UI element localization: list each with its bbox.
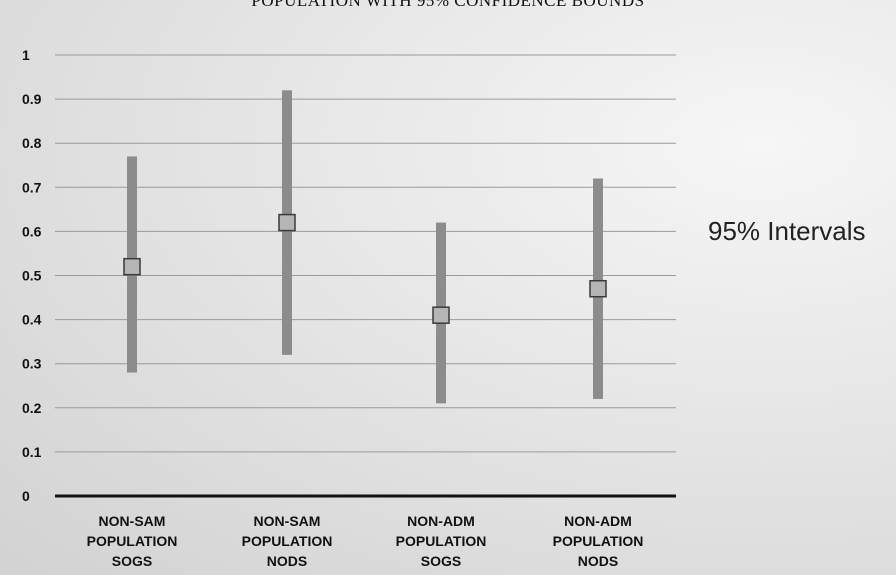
- y-tick-label: 0: [22, 488, 30, 504]
- chart-title: POPULATION WITH 95% CONFIDENCE BOUNDS: [251, 0, 645, 10]
- estimate-markers: [123, 213, 607, 324]
- estimate-marker: [432, 306, 450, 324]
- estimate-marker: [589, 279, 607, 298]
- legend-label: 95% Intervals: [708, 216, 866, 246]
- y-tick-label: 0.3: [22, 356, 42, 372]
- x-tick-label: NON-ADM POPULATION SOGS: [396, 513, 487, 569]
- y-tick-label: 1: [22, 47, 30, 63]
- x-axis-ticks: NON-SAM POPULATION SOGS NON-SAM POPULATION NO…: [87, 513, 644, 569]
- y-tick-label: 0.1: [22, 444, 42, 460]
- y-tick-label: 0.8: [22, 135, 42, 151]
- y-tick-label: 0.2: [22, 400, 42, 416]
- x-tick-label: NON-SAM POPULATION SOGS: [87, 513, 178, 569]
- x-tick-label: NON-SAM POPULATION NODS: [242, 513, 333, 569]
- gridlines: [55, 54, 676, 453]
- y-tick-label: 0.4: [22, 312, 42, 328]
- estimate-marker: [278, 213, 296, 232]
- estimate-marker: [123, 257, 141, 276]
- y-tick-label: 0.5: [22, 268, 42, 284]
- y-tick-label: 0.6: [22, 223, 42, 239]
- interval-bars: [127, 90, 603, 404]
- y-tick-label: 0.9: [22, 91, 42, 107]
- y-tick-label: 0.7: [22, 179, 42, 195]
- y-axis-ticks: 0 0.1 0.2 0.3 0.4 0.5 0.6 0.7 0.8 0.9 1: [22, 47, 42, 504]
- x-tick-label: NON-ADM POPULATION NODS: [553, 513, 644, 569]
